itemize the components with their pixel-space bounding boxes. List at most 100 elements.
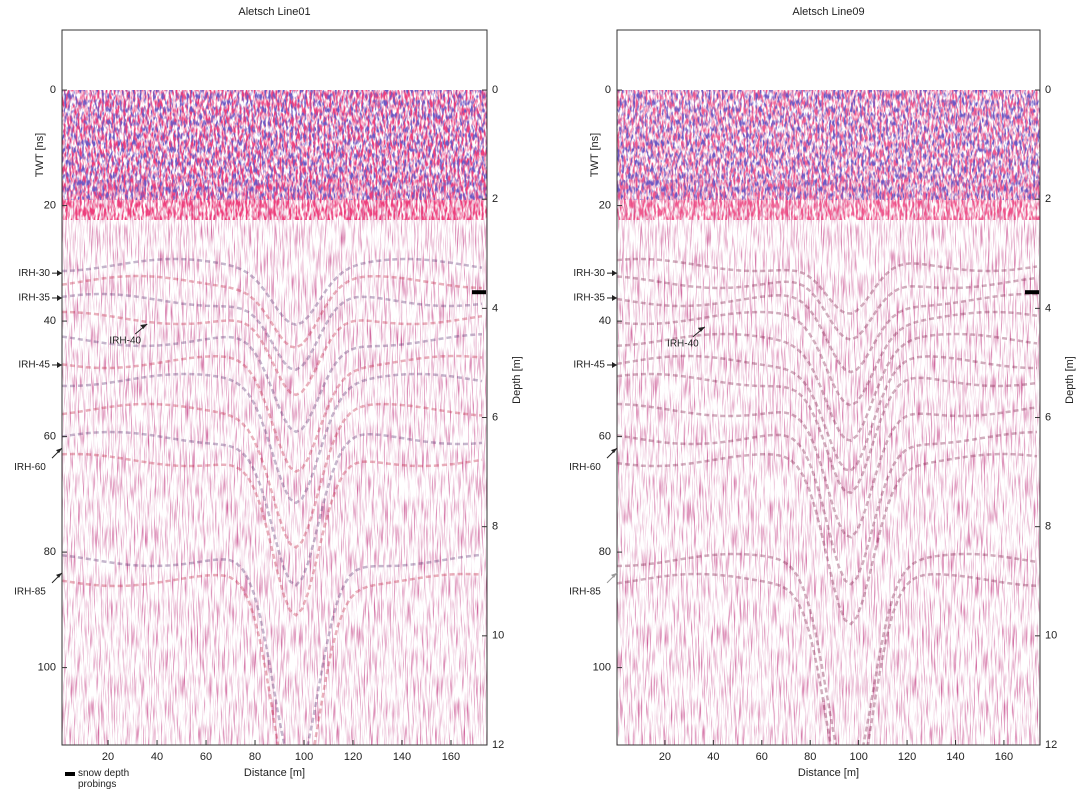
- annotation-label: IRH-45: [18, 360, 50, 371]
- y-tick-label: 100: [593, 662, 611, 674]
- annotation-label: IRH-60: [14, 462, 46, 473]
- y-axis-label: TWT [ns]: [589, 133, 601, 177]
- y-tick-label: 0: [50, 84, 56, 96]
- reflector: [62, 354, 483, 474]
- reflector: [62, 452, 483, 617]
- reflector: [62, 372, 483, 505]
- annotation-label: IRH-85: [569, 587, 601, 598]
- x-tick-label: 140: [393, 751, 411, 763]
- plot-frame: [616, 29, 1041, 746]
- arrow-head: [140, 323, 148, 329]
- reflector: [617, 257, 1038, 315]
- x-tick-label: 160: [442, 751, 460, 763]
- reflector: [617, 275, 1038, 341]
- y2-tick-label: 8: [1045, 521, 1051, 533]
- x-tick-label: 20: [102, 751, 114, 763]
- x-tick-label: 40: [707, 751, 719, 763]
- annotation-label: IRH-35: [573, 293, 605, 304]
- y2-tick-label: 4: [492, 302, 498, 314]
- y-tick-label: 20: [44, 199, 56, 211]
- reflector: [617, 310, 1038, 407]
- reflector: [62, 332, 483, 434]
- arrow-head: [697, 326, 705, 332]
- y2-tick-label: 6: [1045, 411, 1051, 423]
- x-tick-label: 100: [295, 751, 313, 763]
- reflector: [62, 402, 483, 549]
- y-tick-label: 0: [605, 84, 611, 96]
- y-tick-label: 80: [44, 546, 56, 558]
- reflector: [617, 402, 1038, 539]
- y2-tick-label: 2: [492, 193, 498, 205]
- x-tick-label: 160: [995, 751, 1013, 763]
- y2-tick-label: 8: [492, 521, 498, 533]
- noise-lower: [617, 180, 1040, 745]
- annotation-label: IRH-30: [573, 268, 605, 279]
- noise-top-blue: [62, 90, 487, 200]
- y-tick-label: 40: [599, 315, 611, 327]
- y-axis-label: TWT [ns]: [34, 133, 46, 177]
- x-tick-label: 80: [804, 751, 816, 763]
- reflector: [617, 452, 1038, 626]
- x-axis-label: Distance [m]: [244, 767, 305, 779]
- y2-tick-label: 2: [1045, 193, 1051, 205]
- noise-lower: [62, 180, 487, 745]
- y2-tick-label: 0: [1045, 84, 1051, 96]
- x-tick-label: 120: [898, 751, 916, 763]
- y-tick-label: 60: [599, 430, 611, 442]
- snow-depth-probing: [472, 290, 486, 295]
- reflector: [62, 292, 483, 372]
- y2-tick-label: 4: [1045, 302, 1051, 314]
- arrow-head: [56, 572, 62, 578]
- reflector: [617, 372, 1038, 495]
- radargram-image: [617, 90, 1040, 745]
- reflector: [617, 552, 1038, 745]
- reflector: [62, 274, 483, 349]
- arrow-head: [57, 270, 62, 277]
- legend-swatch: [65, 772, 75, 776]
- y2-axis-label: Depth [m]: [1064, 356, 1076, 404]
- y2-axis-label: Depth [m]: [511, 356, 523, 404]
- reflector: [62, 430, 483, 587]
- annotation-label: IRH-40: [109, 336, 141, 347]
- annotation-label: IRH-45: [573, 360, 605, 371]
- y-tick-label: 100: [38, 662, 56, 674]
- plot-frame: [61, 29, 488, 746]
- y-tick-label: 40: [44, 315, 56, 327]
- arrow-head: [57, 361, 62, 368]
- y-tick-label: 80: [599, 546, 611, 558]
- arrow-head: [56, 448, 62, 454]
- x-tick-label: 80: [249, 751, 261, 763]
- y-tick-label: 60: [44, 430, 56, 442]
- arrow-head: [612, 270, 617, 277]
- reflector: [617, 430, 1038, 586]
- x-tick-label: 120: [344, 751, 362, 763]
- annotation-label: IRH-35: [18, 293, 50, 304]
- reflector: [617, 332, 1038, 442]
- legend-label: snow depth probings: [78, 768, 130, 790]
- annotation-label: IRH-30: [18, 268, 50, 279]
- arrow-head: [612, 361, 617, 368]
- y2-tick-label: 12: [492, 739, 504, 751]
- chart-title: Aletsch Line01: [238, 6, 310, 18]
- arrow-head: [611, 572, 617, 578]
- x-axis-label: Distance [m]: [798, 767, 859, 779]
- annotation-label: IRH-85: [14, 587, 46, 598]
- snow-depth-probing: [1025, 290, 1039, 295]
- arrow-head: [57, 294, 62, 301]
- y2-tick-label: 0: [492, 84, 498, 96]
- reflector: [62, 572, 483, 745]
- x-tick-label: 140: [946, 751, 964, 763]
- y2-tick-label: 10: [1045, 630, 1057, 642]
- arrow-head: [611, 448, 617, 454]
- y2-tick-label: 6: [492, 411, 498, 423]
- x-tick-label: 20: [659, 751, 671, 763]
- y2-tick-label: 10: [492, 630, 504, 642]
- reflector: [617, 354, 1037, 472]
- y2-tick-label: 12: [1045, 739, 1057, 751]
- annotation-label: IRH-60: [569, 462, 601, 473]
- x-tick-label: 60: [756, 751, 768, 763]
- x-tick-label: 40: [151, 751, 163, 763]
- reflector: [62, 553, 483, 745]
